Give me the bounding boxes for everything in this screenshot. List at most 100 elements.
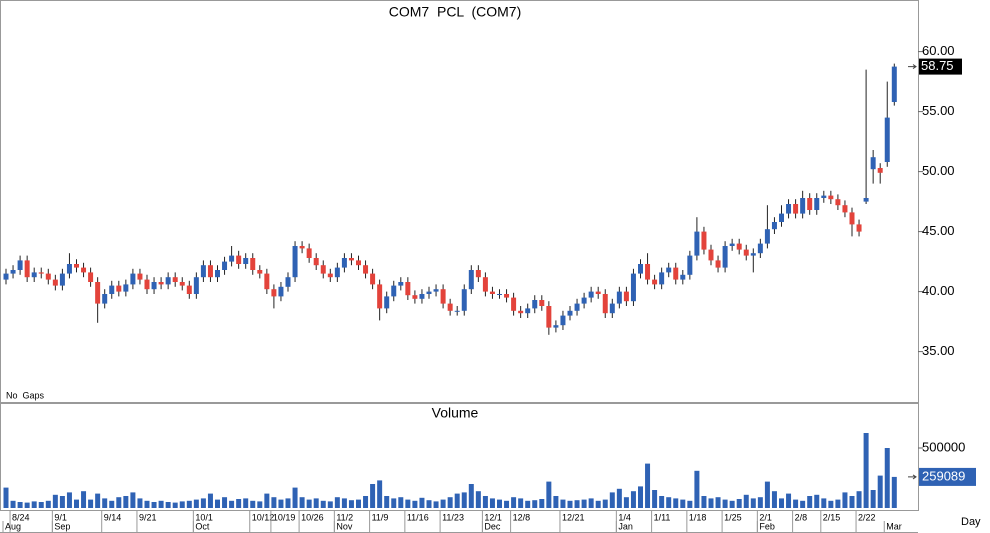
volume-bar	[10, 500, 16, 508]
candle-body	[66, 264, 72, 274]
volume-bar	[116, 497, 122, 508]
candle-body	[144, 279, 150, 290]
candle-body	[623, 291, 629, 302]
volume-bar	[299, 497, 305, 508]
volume-bar	[419, 497, 425, 508]
volume-bar	[17, 502, 23, 508]
volume-bar	[243, 498, 249, 508]
x-tick-label: 10/12	[252, 512, 275, 522]
volume-bar	[842, 492, 848, 508]
candle-body	[771, 222, 777, 230]
volume-bar	[835, 499, 841, 508]
candle-body	[356, 260, 361, 266]
candle-body	[786, 204, 792, 214]
candle-body	[729, 243, 735, 246]
candle-body	[207, 265, 213, 278]
candle-body	[123, 284, 129, 292]
candle-body	[412, 295, 418, 299]
volume-bar	[81, 491, 87, 508]
candle-body	[229, 255, 235, 262]
candle-body	[701, 231, 707, 250]
candle-body	[341, 258, 347, 268]
volume-bar	[144, 500, 150, 508]
volume-bar	[567, 500, 573, 508]
candle-body	[419, 294, 425, 299]
last-volume-arrow	[908, 474, 917, 480]
candle-body	[348, 258, 354, 261]
candle-body	[334, 267, 340, 278]
candle-body	[447, 303, 453, 311]
volume-bar	[757, 497, 763, 508]
candle-body	[74, 264, 79, 268]
y-tick-label: 50.00	[922, 163, 955, 178]
x-tick-label: 10/26	[301, 512, 324, 522]
candle-body	[870, 157, 876, 170]
candle-body	[384, 296, 390, 309]
volume-bar	[215, 499, 220, 508]
candle-body	[595, 291, 601, 294]
y-tick-label: 40.00	[922, 283, 955, 298]
candle-body	[609, 303, 615, 314]
volume-bar	[109, 500, 115, 508]
candle-body	[306, 248, 312, 258]
x-tick-label: 1/25	[724, 512, 742, 522]
volume-bar	[715, 497, 721, 508]
volume-bar	[377, 480, 383, 508]
volume-bar	[45, 500, 51, 508]
volume-bar	[102, 498, 108, 508]
candle-body	[722, 246, 728, 268]
volume-bar	[398, 497, 404, 508]
candle-body	[849, 212, 855, 225]
volume-bar	[193, 499, 199, 508]
candle-body	[59, 273, 65, 286]
candle-body	[482, 277, 488, 292]
x-tick-label: 12/8	[513, 512, 531, 522]
candle-body	[130, 273, 136, 285]
volume-bar	[581, 499, 587, 508]
volume-bar	[539, 499, 545, 508]
candle-body	[151, 282, 157, 290]
volume-bar	[736, 499, 742, 508]
volume-bar	[666, 497, 672, 508]
volume-bar	[630, 491, 636, 508]
candle-body	[779, 213, 784, 222]
candle-body	[95, 282, 101, 304]
volume-bar	[877, 475, 883, 508]
volume-bar	[52, 494, 58, 508]
candle-body	[38, 272, 44, 274]
candle-body	[863, 198, 869, 202]
volume-bar	[306, 499, 312, 508]
volume-bar	[532, 500, 538, 508]
candle-body	[602, 294, 608, 314]
candle-body	[630, 273, 636, 302]
candle-body	[257, 270, 263, 274]
volume-bar	[870, 490, 876, 508]
volume-bar	[172, 502, 178, 508]
volume-bar	[468, 484, 474, 508]
volume-bar	[334, 497, 340, 508]
candle-body	[616, 291, 622, 304]
volume-bar	[250, 500, 256, 508]
x-tick-label: 2/1	[759, 512, 772, 522]
x-tick-label: 2/8	[795, 512, 808, 522]
volume-bar	[454, 493, 460, 508]
volume-bar	[553, 496, 559, 508]
candle-body	[271, 289, 277, 297]
candle-body	[468, 270, 474, 290]
x-tick-label: 1/11	[654, 512, 671, 522]
volume-bar	[680, 499, 686, 508]
x-tick-label: 11/16	[407, 512, 429, 522]
candle-body	[757, 243, 763, 254]
candle-body	[821, 195, 827, 198]
x-tick-label: 11/2	[336, 512, 353, 522]
candle-body	[391, 285, 397, 297]
candle-body	[45, 273, 51, 280]
annotation: No Gaps	[6, 390, 45, 400]
candle-body	[877, 168, 883, 173]
volume-bar	[616, 488, 622, 508]
candle-body	[539, 300, 545, 306]
volume-bar	[370, 484, 376, 508]
candle-body	[743, 249, 749, 256]
candle-body	[158, 282, 164, 285]
candle-body	[842, 205, 848, 213]
